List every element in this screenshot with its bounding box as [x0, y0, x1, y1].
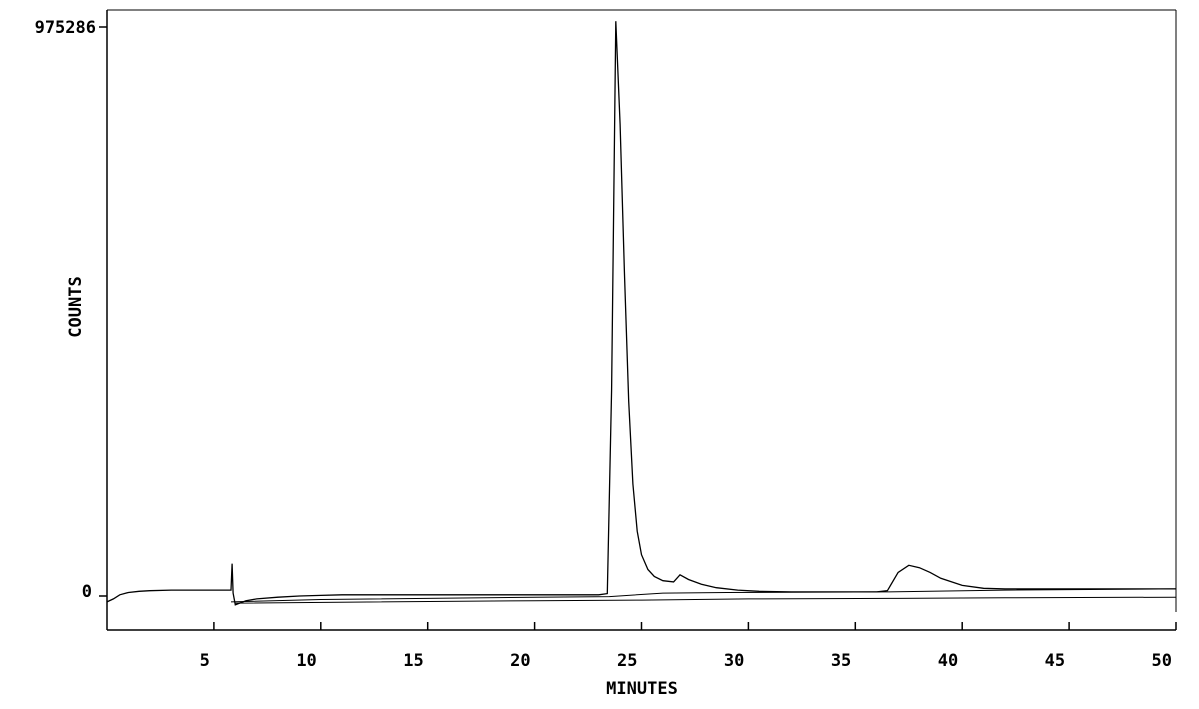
- x-tick-label: 35: [831, 651, 851, 671]
- x-tick-label: 40: [938, 651, 958, 671]
- y-zero-label: 0: [82, 582, 92, 602]
- baseline-group: [230, 588, 1177, 604]
- y-axis-title: COUNTS: [66, 276, 86, 337]
- x-axis-title: MINUTES: [606, 679, 678, 699]
- baseline-line: [230, 588, 1177, 603]
- x-tick-group: 5 10 15 20 25 30 35 40 45 50: [200, 622, 1177, 671]
- y-max-label: 975286: [35, 18, 96, 38]
- x-tick-label: 15: [403, 651, 423, 671]
- x-tick-label: 5: [200, 651, 210, 671]
- x-tick-label: 30: [724, 651, 744, 671]
- x-tick-label: 50: [1152, 651, 1172, 671]
- baseline-line: [235, 596, 1177, 604]
- x-tick-label: 25: [617, 651, 637, 671]
- x-tick-label: 45: [1045, 651, 1065, 671]
- x-tick-label: 10: [296, 651, 316, 671]
- x-tick-label: 20: [510, 651, 530, 671]
- chromatogram-trace: [106, 21, 1176, 606]
